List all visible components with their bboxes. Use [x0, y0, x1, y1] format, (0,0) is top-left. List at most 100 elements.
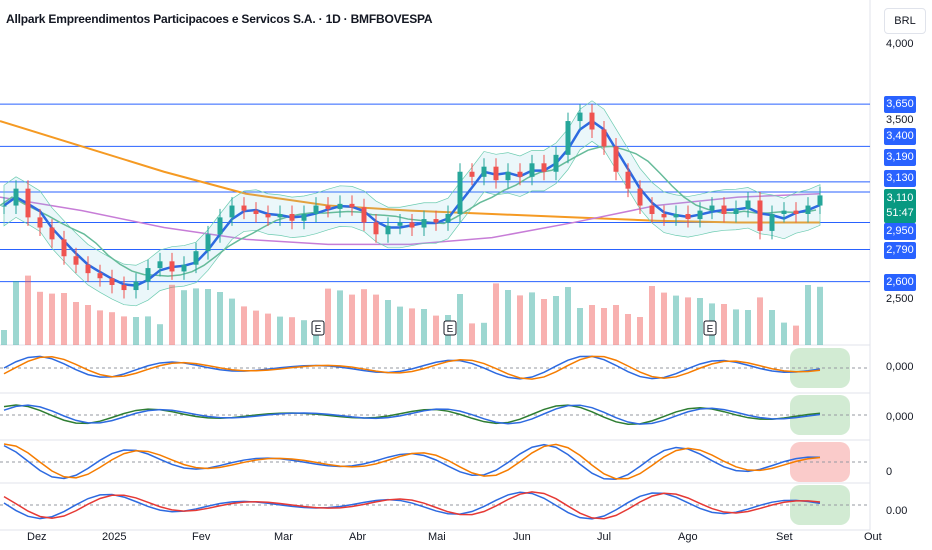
earnings-marker [311, 320, 325, 336]
indicator-line-slow [3, 443, 821, 480]
volume-bar [61, 293, 67, 345]
candle-body [745, 200, 751, 209]
volume-bar [637, 317, 643, 345]
candle-body [277, 214, 283, 218]
volume-bar [517, 295, 523, 345]
candle-body [109, 278, 115, 285]
candle-body [253, 210, 259, 214]
volume-bar [397, 306, 403, 345]
volume-bar [793, 325, 799, 345]
earnings-marker-label: E [447, 324, 454, 335]
volume-bar [49, 293, 55, 345]
candle-body [529, 163, 535, 177]
price-level-tag: 2,950 [884, 223, 916, 240]
indicator-line-slow [3, 491, 821, 520]
volume-bar [277, 316, 283, 345]
candle-body [781, 210, 787, 214]
candle-body [769, 214, 775, 231]
candle-body [13, 188, 19, 206]
volume-bar [181, 290, 187, 345]
date-tick-label: Jun [513, 531, 531, 543]
volume-bar [373, 294, 379, 345]
volume-bar [289, 317, 295, 345]
volume-bar [109, 312, 115, 345]
indicator-line-fast [3, 404, 821, 426]
volume-bar [589, 305, 595, 345]
indicator-line-slow [3, 404, 821, 425]
indicator-line-fast [3, 355, 821, 380]
volume-bar [457, 294, 463, 345]
volume-bar [25, 275, 31, 345]
volume-bar [1, 330, 7, 345]
candle-body [337, 203, 343, 209]
candle-body [481, 166, 487, 177]
volume-bar [133, 317, 139, 345]
volume-bar [661, 292, 667, 345]
earnings-marker-label: E [707, 324, 714, 335]
earnings-marker [703, 320, 717, 336]
volume-bar [325, 288, 331, 345]
candle-body [721, 205, 727, 214]
candle-body [193, 251, 199, 265]
candle-body [25, 188, 31, 218]
volume-bar [145, 316, 151, 345]
candle-body [37, 217, 43, 228]
volume-bar [625, 314, 631, 345]
price-level-tag: 3,650 [884, 96, 916, 113]
volume-bar [409, 308, 415, 345]
earnings-marker-label: E [315, 324, 322, 335]
candle-body [133, 281, 139, 291]
date-tick-label: Mar [274, 531, 293, 543]
candle-body [313, 205, 319, 214]
candle-body [661, 214, 667, 218]
candle-body [157, 261, 163, 269]
candle-body [613, 146, 619, 172]
volume-bar [673, 295, 679, 345]
candle-body [361, 207, 367, 223]
volume-bar [577, 308, 583, 345]
candle-body [505, 171, 511, 181]
candle-body [373, 222, 379, 235]
volume-bar [157, 324, 163, 345]
ma-mid-line [0, 192, 821, 246]
date-tick-label: Out [864, 531, 882, 543]
candle-body [241, 205, 247, 211]
volume-bar [541, 299, 547, 345]
volume-bar [697, 298, 703, 345]
price-level-tag: 3,130 [884, 170, 916, 187]
volume-bar [73, 302, 79, 345]
volume-bar [37, 291, 43, 345]
date-tick-label: Dez [27, 531, 47, 543]
volume-bar [301, 320, 307, 345]
candle-body [733, 208, 739, 214]
indicator-highlight [790, 348, 850, 388]
candle-body [589, 112, 595, 130]
indicator-line-slow [3, 355, 821, 380]
candle-body [673, 214, 679, 218]
candle-body [169, 261, 175, 272]
volume-bar [745, 310, 751, 345]
candle-body [577, 112, 583, 122]
candle-body [145, 268, 151, 282]
currency-button[interactable]: BRL [884, 8, 926, 34]
indicator-axis-label: 0 [886, 466, 893, 478]
candle-body [637, 188, 643, 206]
candle-body [61, 239, 67, 257]
volume-bar [265, 313, 271, 345]
price-tick-label: 4,000 [886, 38, 914, 50]
volume-bar [421, 309, 427, 345]
date-tick-label: Mai [428, 531, 446, 543]
indicator-line-fast [3, 491, 821, 520]
candle-body [85, 264, 91, 274]
candle-body [217, 217, 223, 235]
indicator-highlight [790, 442, 850, 482]
date-tick-label: Set [776, 531, 793, 543]
candle-body [541, 163, 547, 172]
volume-bar [601, 308, 607, 345]
price-level-tag: 2,600 [884, 274, 916, 291]
volume-bar [169, 284, 175, 345]
volume-bar [505, 290, 511, 345]
date-tick-label: Ago [678, 531, 698, 543]
volume-bar [385, 300, 391, 345]
